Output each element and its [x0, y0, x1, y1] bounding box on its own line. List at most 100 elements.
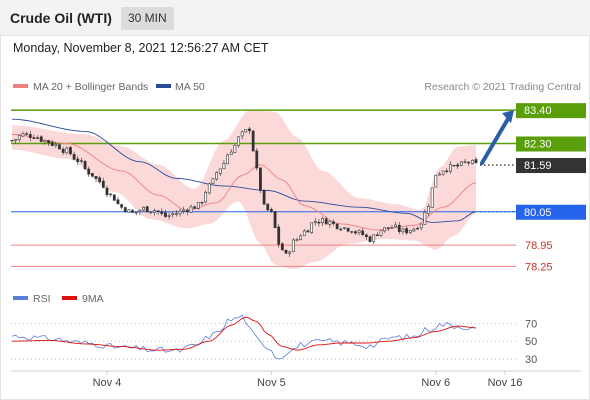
- candle-body: [171, 213, 175, 215]
- chart-header: Crude Oil (WTI) 30 MIN: [0, 0, 590, 36]
- ma20-legend-label: MA 20 + Bollinger Bands: [33, 81, 148, 93]
- candle-body: [328, 220, 332, 225]
- candle-body: [317, 221, 321, 224]
- candle-body: [36, 137, 39, 139]
- candle-body: [90, 173, 94, 177]
- candle-body: [291, 239, 295, 252]
- candle-body: [153, 210, 156, 213]
- candle-body: [248, 128, 251, 132]
- timeframe-badge[interactable]: 30 MIN: [121, 7, 174, 30]
- candle-body: [112, 194, 116, 201]
- candle-body: [419, 223, 423, 229]
- candle-body: [196, 202, 200, 209]
- candle-body: [189, 206, 193, 213]
- candle-body: [313, 221, 317, 223]
- resistance-label-box: [516, 136, 586, 152]
- research-credit: Research © 2021 Trading Central: [424, 81, 581, 93]
- candle-body: [226, 154, 229, 165]
- candle-body: [416, 228, 419, 230]
- candle-body: [54, 144, 58, 147]
- candle-body: [299, 235, 303, 240]
- candle-body: [284, 249, 288, 254]
- candle-body: [123, 207, 127, 212]
- candle-body: [390, 227, 394, 229]
- candle-body: [273, 211, 277, 228]
- candle-body: [105, 187, 109, 196]
- rsi-legend-swatch: [13, 296, 28, 300]
- instrument-title: Crude Oil (WTI): [10, 10, 112, 26]
- candle-body: [441, 170, 445, 175]
- resistance-label: 83.40: [524, 105, 552, 117]
- candle-body: [237, 136, 240, 146]
- candle-body: [463, 161, 467, 163]
- candle-body: [160, 211, 164, 214]
- candle-body: [357, 230, 361, 234]
- candle-body: [295, 239, 299, 241]
- candle-body: [164, 212, 167, 217]
- candle-body: [262, 189, 266, 205]
- candle-body: [200, 202, 204, 204]
- bollinger-layer: [12, 110, 476, 270]
- candle-body: [368, 236, 372, 242]
- candle-body: [277, 226, 281, 245]
- candle-body: [449, 164, 452, 172]
- pivot-label-box: [516, 204, 586, 220]
- candle-body: [94, 176, 98, 179]
- candle-body: [251, 130, 255, 152]
- candle-body: [423, 212, 427, 225]
- candle-body: [32, 137, 36, 139]
- x-tick-label: Nov 4: [93, 377, 122, 389]
- candle-body: [321, 218, 324, 223]
- candle-body: [207, 183, 211, 194]
- candle-body: [467, 161, 471, 164]
- candle-body: [379, 230, 383, 236]
- candle-body: [72, 154, 76, 160]
- candle-body: [167, 215, 171, 217]
- candle-body: [28, 134, 32, 138]
- candle-body: [61, 148, 65, 153]
- candle-body: [142, 206, 145, 211]
- bollinger-band: [12, 110, 476, 270]
- last-price-label: 81.59: [524, 160, 552, 172]
- candle-body: [182, 209, 186, 212]
- candle-body: [215, 172, 218, 180]
- x-axis: Nov 4 Nov 5 Nov 6 Nov 16: [93, 371, 523, 389]
- candle-body: [255, 150, 259, 169]
- resistance-label-box: [516, 103, 586, 119]
- candle-body: [364, 234, 368, 238]
- candle-body: [412, 228, 416, 232]
- candle-body: [288, 251, 292, 254]
- ma50-line: [11, 118, 477, 223]
- candle-body: [240, 131, 244, 137]
- candle-body: [339, 228, 343, 231]
- candle-body: [335, 223, 339, 229]
- candle-body: [149, 211, 153, 214]
- resistance-label: 82.30: [524, 139, 552, 151]
- candle-body: [310, 222, 313, 234]
- candle-body: [452, 164, 456, 167]
- candle-body: [116, 199, 120, 205]
- candle-body: [127, 209, 131, 213]
- rsi-tick-label: 50: [525, 336, 537, 348]
- candle-body: [178, 210, 182, 215]
- candle-body: [98, 177, 102, 183]
- candle-body: [386, 227, 390, 229]
- projection-arrow-shaft: [480, 115, 511, 166]
- candle-body: [222, 163, 226, 170]
- candle-body: [427, 206, 430, 214]
- rsi-line: [11, 314, 477, 360]
- candle-body: [83, 161, 87, 170]
- candle-body: [21, 133, 25, 137]
- candle-body: [244, 129, 248, 133]
- candle-body: [383, 227, 387, 232]
- candle-body: [193, 206, 197, 209]
- rsi-ma-legend-swatch: [62, 296, 77, 300]
- candle-body: [175, 213, 178, 215]
- candle-body: [39, 136, 43, 142]
- candle-body: [69, 147, 72, 155]
- candle-body: [145, 206, 149, 213]
- projection-layer: [480, 110, 514, 166]
- candle-body: [266, 203, 270, 211]
- x-tick-label: Nov 16: [488, 377, 523, 389]
